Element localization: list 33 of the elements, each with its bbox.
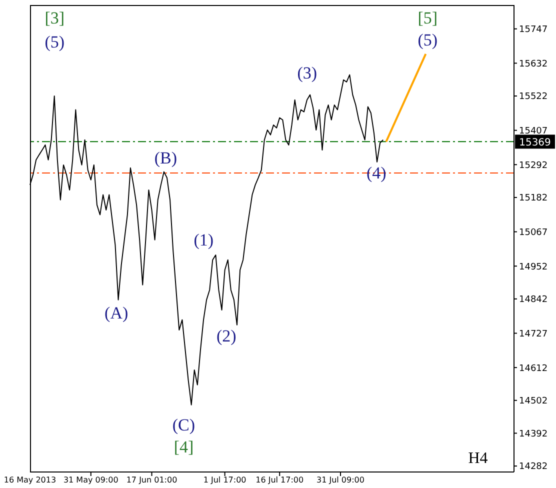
y-tick-label: 14727 — [519, 329, 548, 340]
x-tick-label: 31 May 09:00 — [63, 476, 118, 485]
y-tick-label: 15182 — [519, 194, 548, 204]
x-tick-label: 1 Jul 17:00 — [203, 476, 246, 485]
y-tick-label: 15407 — [519, 126, 548, 137]
annotation: [3] — [44, 8, 65, 28]
annotation: (1) — [194, 230, 214, 250]
y-tick-label: 15292 — [519, 160, 548, 171]
y-tick-label: 14612 — [519, 364, 548, 374]
annotation: [5] — [418, 8, 438, 28]
y-tick-label: 14282 — [519, 462, 548, 472]
annotation: [4] — [174, 438, 194, 456]
x-tick-label: 16 May 2013 — [4, 476, 56, 485]
y-tick-label: 15632 — [519, 59, 548, 70]
annotation: (A) — [104, 304, 128, 322]
annotation: (2) — [216, 326, 236, 346]
annotation: (3) — [297, 64, 318, 82]
y-tick-label: 15067 — [519, 228, 548, 238]
annotation: (5) — [418, 30, 438, 50]
annotation: H4 — [468, 450, 488, 467]
x-tick-label: 16 Jul 17:00 — [256, 476, 304, 485]
y-tick-label: 15747 — [519, 25, 548, 36]
y-tick-label: 14502 — [519, 396, 548, 407]
ref-line-label: 15369 — [519, 138, 551, 149]
annotation: (5) — [44, 32, 65, 52]
y-tick-label: 14392 — [519, 429, 548, 440]
annotation: (C) — [172, 416, 196, 434]
y-tick-label: 14952 — [519, 262, 548, 272]
y-tick-label: 14842 — [519, 295, 548, 306]
x-tick-label: 17 Jun 01:00 — [126, 476, 178, 485]
x-tick-label: 31 Jul 09:00 — [316, 476, 364, 485]
y-tick-label: 15522 — [519, 92, 548, 102]
annotation: (B) — [154, 148, 178, 168]
